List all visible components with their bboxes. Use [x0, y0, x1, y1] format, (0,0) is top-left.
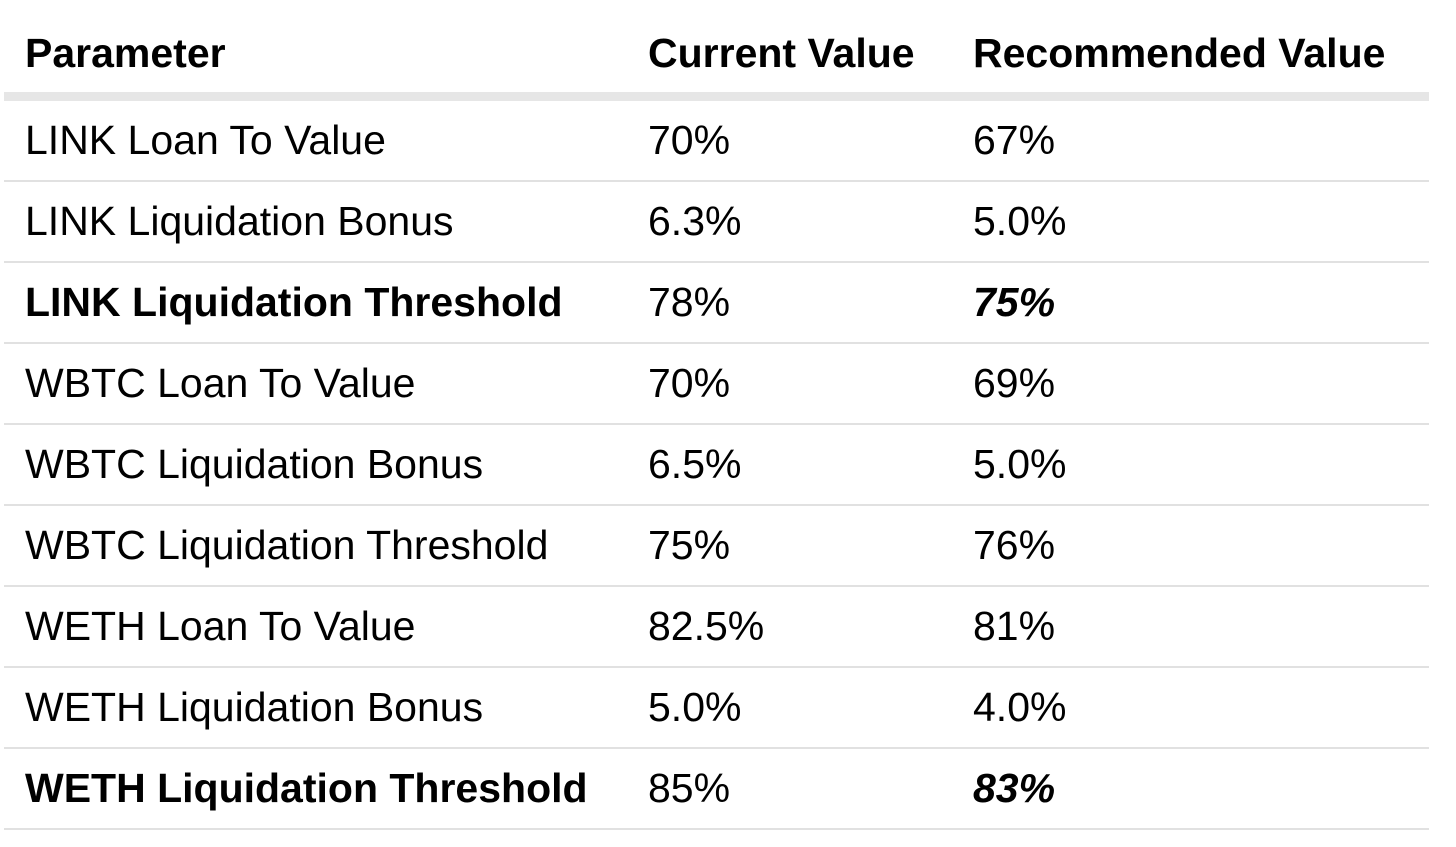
- table-row: WBTC Liquidation Threshold 75% 76%: [4, 505, 1429, 587]
- table-row: WBTC Liquidation Bonus 6.5% 5.0%: [4, 424, 1429, 506]
- recommended-value-cell: 76%: [952, 505, 1429, 587]
- current-value-cell: 75%: [627, 505, 952, 587]
- recommended-value-cell: 5.0%: [952, 424, 1429, 506]
- table-row: LINK Liquidation Bonus 6.3% 5.0%: [4, 181, 1429, 263]
- parameter-table-container: Parameter Current Value Recommended Valu…: [4, 0, 1429, 830]
- parameter-cell: WETH Loan To Value: [4, 586, 627, 668]
- recommended-value-cell: 83%: [952, 748, 1429, 830]
- table-row: WETH Loan To Value 82.5% 81%: [4, 586, 1429, 668]
- recommended-value-cell: 69%: [952, 343, 1429, 425]
- header-row: Parameter Current Value Recommended Valu…: [4, 0, 1429, 101]
- parameter-cell: LINK Loan To Value: [4, 96, 627, 182]
- table-row: LINK Liquidation Threshold 78% 75%: [4, 262, 1429, 344]
- current-value-cell: 70%: [627, 96, 952, 182]
- current-value-cell: 82.5%: [627, 586, 952, 668]
- recommended-value-cell: 67%: [952, 96, 1429, 182]
- table-body: LINK Loan To Value 70% 67% LINK Liquidation…: [4, 96, 1429, 830]
- header-recommended-value-label: Recommended Value: [973, 29, 1386, 76]
- current-value-cell: 78%: [627, 262, 952, 344]
- table-row: WBTC Loan To Value 70% 69%: [4, 343, 1429, 425]
- parameter-cell: LINK Liquidation Bonus: [4, 181, 627, 263]
- parameter-cell: WETH Liquidation Threshold: [4, 748, 627, 830]
- parameter-cell: LINK Liquidation Threshold: [4, 262, 627, 344]
- header-current-value-label: Current Value: [648, 29, 915, 76]
- current-value-cell: 6.5%: [627, 424, 952, 506]
- recommended-value-cell: 5.0%: [952, 181, 1429, 263]
- parameter-cell: WETH Liquidation Bonus: [4, 667, 627, 749]
- header-current-value: Current Value: [627, 0, 952, 101]
- current-value-cell: 70%: [627, 343, 952, 425]
- header-parameter-label: Parameter: [25, 29, 226, 76]
- recommended-value-cell: 4.0%: [952, 667, 1429, 749]
- table-row: WETH Liquidation Threshold 85% 83%: [4, 748, 1429, 830]
- current-value-cell: 5.0%: [627, 667, 952, 749]
- parameter-table: Parameter Current Value Recommended Valu…: [4, 0, 1429, 830]
- table-row: LINK Loan To Value 70% 67%: [4, 96, 1429, 182]
- header-recommended-value: Recommended Value: [952, 0, 1429, 101]
- table-row: WETH Liquidation Bonus 5.0% 4.0%: [4, 667, 1429, 749]
- parameter-cell: WBTC Liquidation Threshold: [4, 505, 627, 587]
- current-value-cell: 85%: [627, 748, 952, 830]
- table-header: Parameter Current Value Recommended Valu…: [4, 0, 1429, 101]
- header-parameter: Parameter: [4, 0, 627, 101]
- recommended-value-cell: 81%: [952, 586, 1429, 668]
- parameter-cell: WBTC Liquidation Bonus: [4, 424, 627, 506]
- recommended-value-cell: 75%: [952, 262, 1429, 344]
- current-value-cell: 6.3%: [627, 181, 952, 263]
- parameter-cell: WBTC Loan To Value: [4, 343, 627, 425]
